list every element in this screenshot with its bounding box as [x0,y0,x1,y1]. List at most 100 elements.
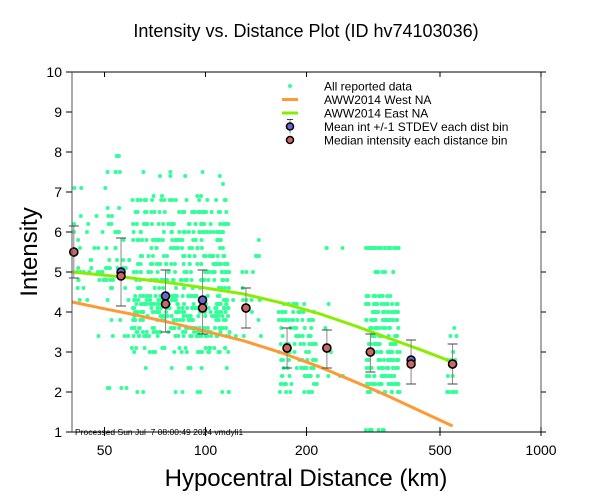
data-point [159,198,164,202]
data-point [136,310,141,314]
distance-bin [321,329,332,369]
data-point [377,326,382,330]
data-point [151,194,156,198]
data-point [164,262,169,266]
legend-label: AWW2014 East NA [324,107,428,121]
data-point [288,390,293,394]
data-point [370,318,375,322]
data-point [253,254,258,258]
data-point [197,230,202,234]
data-point [181,302,186,306]
distance-bin [116,237,127,307]
data-point [256,238,261,242]
data-point [138,294,143,298]
data-point [76,278,81,282]
data-point [340,246,345,250]
data-point [297,334,302,338]
y-tick-label: 6 [54,224,62,240]
data-point [190,318,195,322]
data-point [279,310,284,314]
data-point [169,262,174,266]
data-point [202,278,207,282]
data-point [284,390,289,394]
data-point [188,270,193,274]
data-point [72,222,76,226]
data-point [374,350,379,354]
data-point [452,326,457,330]
data-point [174,318,179,322]
data-point [326,302,331,306]
data-point [381,358,386,362]
data-point [135,210,140,214]
data-point [191,230,196,234]
data-point [130,198,135,202]
data-point [174,286,179,290]
data-point [303,374,308,378]
data-point [280,334,285,338]
data-point [391,342,396,346]
data-point [363,246,368,250]
data-point [392,374,397,378]
data-point [148,262,153,266]
data-point [326,374,331,378]
data-point [172,350,177,354]
data-point [445,390,450,394]
data-point [211,230,216,234]
data-point [454,390,459,394]
data-point [173,270,178,274]
data-point [300,334,305,338]
data-point [155,334,160,338]
data-point [155,270,160,274]
data-point [311,358,316,362]
data-point [171,246,176,250]
data-point [391,270,396,274]
data-point [397,390,402,394]
data-point [298,310,303,314]
data-point [190,306,195,310]
data-point [397,350,402,354]
data-point [364,358,369,362]
data-point [158,174,163,178]
data-point [181,318,186,322]
data-point [222,270,227,274]
data-point [103,266,108,270]
data-point [195,194,200,198]
data-point [105,386,110,390]
data-point [135,262,140,266]
data-point [109,318,114,322]
data-point [324,246,329,250]
data-point [392,358,397,362]
data-point [135,330,140,334]
data-point [121,238,126,242]
y-tick-label: 2 [54,384,62,400]
data-point [182,254,187,258]
data-point [105,298,110,302]
data-point [113,170,118,174]
data-point [153,294,158,298]
data-point [184,198,189,202]
data-point [207,346,212,350]
data-point [370,246,375,250]
data-point [144,330,149,334]
data-point [141,310,146,314]
plot-area [68,154,459,432]
data-point [144,298,149,302]
data-point [225,278,230,282]
data-point [379,374,384,378]
data-point [181,334,186,338]
data-point [124,386,129,390]
data-point [379,366,384,370]
distance-bin [447,343,458,385]
data-point [369,428,374,432]
data-point [104,246,109,250]
data-point [169,222,174,226]
data-point [373,326,378,330]
y-axis-title: Intensity [16,207,43,296]
data-point [294,366,299,370]
data-point [367,382,372,386]
data-point [221,230,226,234]
data-point [72,186,77,190]
chart-title: Intensity vs. Distance Plot (ID hv741030… [133,21,478,41]
data-point [218,246,223,250]
data-point [153,238,158,242]
